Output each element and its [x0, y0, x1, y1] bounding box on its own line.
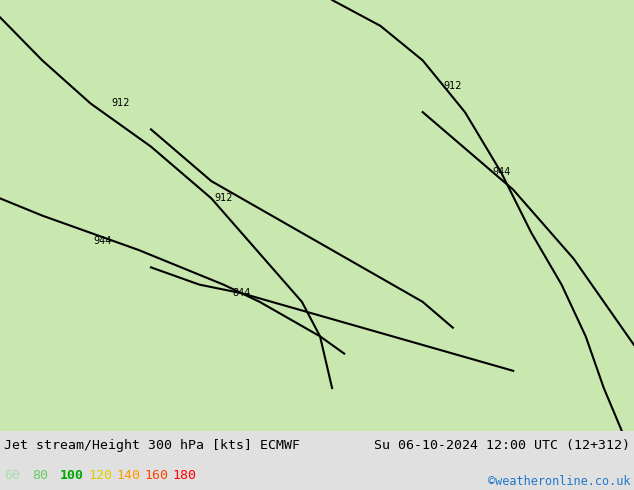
Text: Su 06-10-2024 12:00 UTC (12+312): Su 06-10-2024 12:00 UTC (12+312)	[374, 440, 630, 452]
Text: 944: 944	[492, 168, 510, 177]
Text: 80: 80	[32, 469, 48, 482]
Text: ©weatheronline.co.uk: ©weatheronline.co.uk	[488, 475, 630, 489]
Text: 100: 100	[60, 469, 84, 482]
Text: 160: 160	[144, 469, 168, 482]
Text: 140: 140	[116, 469, 140, 482]
Text: Jet stream/Height 300 hPa [kts] ECMWF: Jet stream/Height 300 hPa [kts] ECMWF	[4, 440, 300, 452]
Text: 844: 844	[232, 288, 250, 298]
Text: 120: 120	[88, 469, 112, 482]
Text: 60: 60	[4, 469, 20, 482]
Text: 944: 944	[93, 237, 112, 246]
Text: 912: 912	[444, 81, 462, 91]
Text: 912: 912	[112, 98, 130, 108]
Text: 912: 912	[214, 194, 233, 203]
Text: 180: 180	[172, 469, 196, 482]
